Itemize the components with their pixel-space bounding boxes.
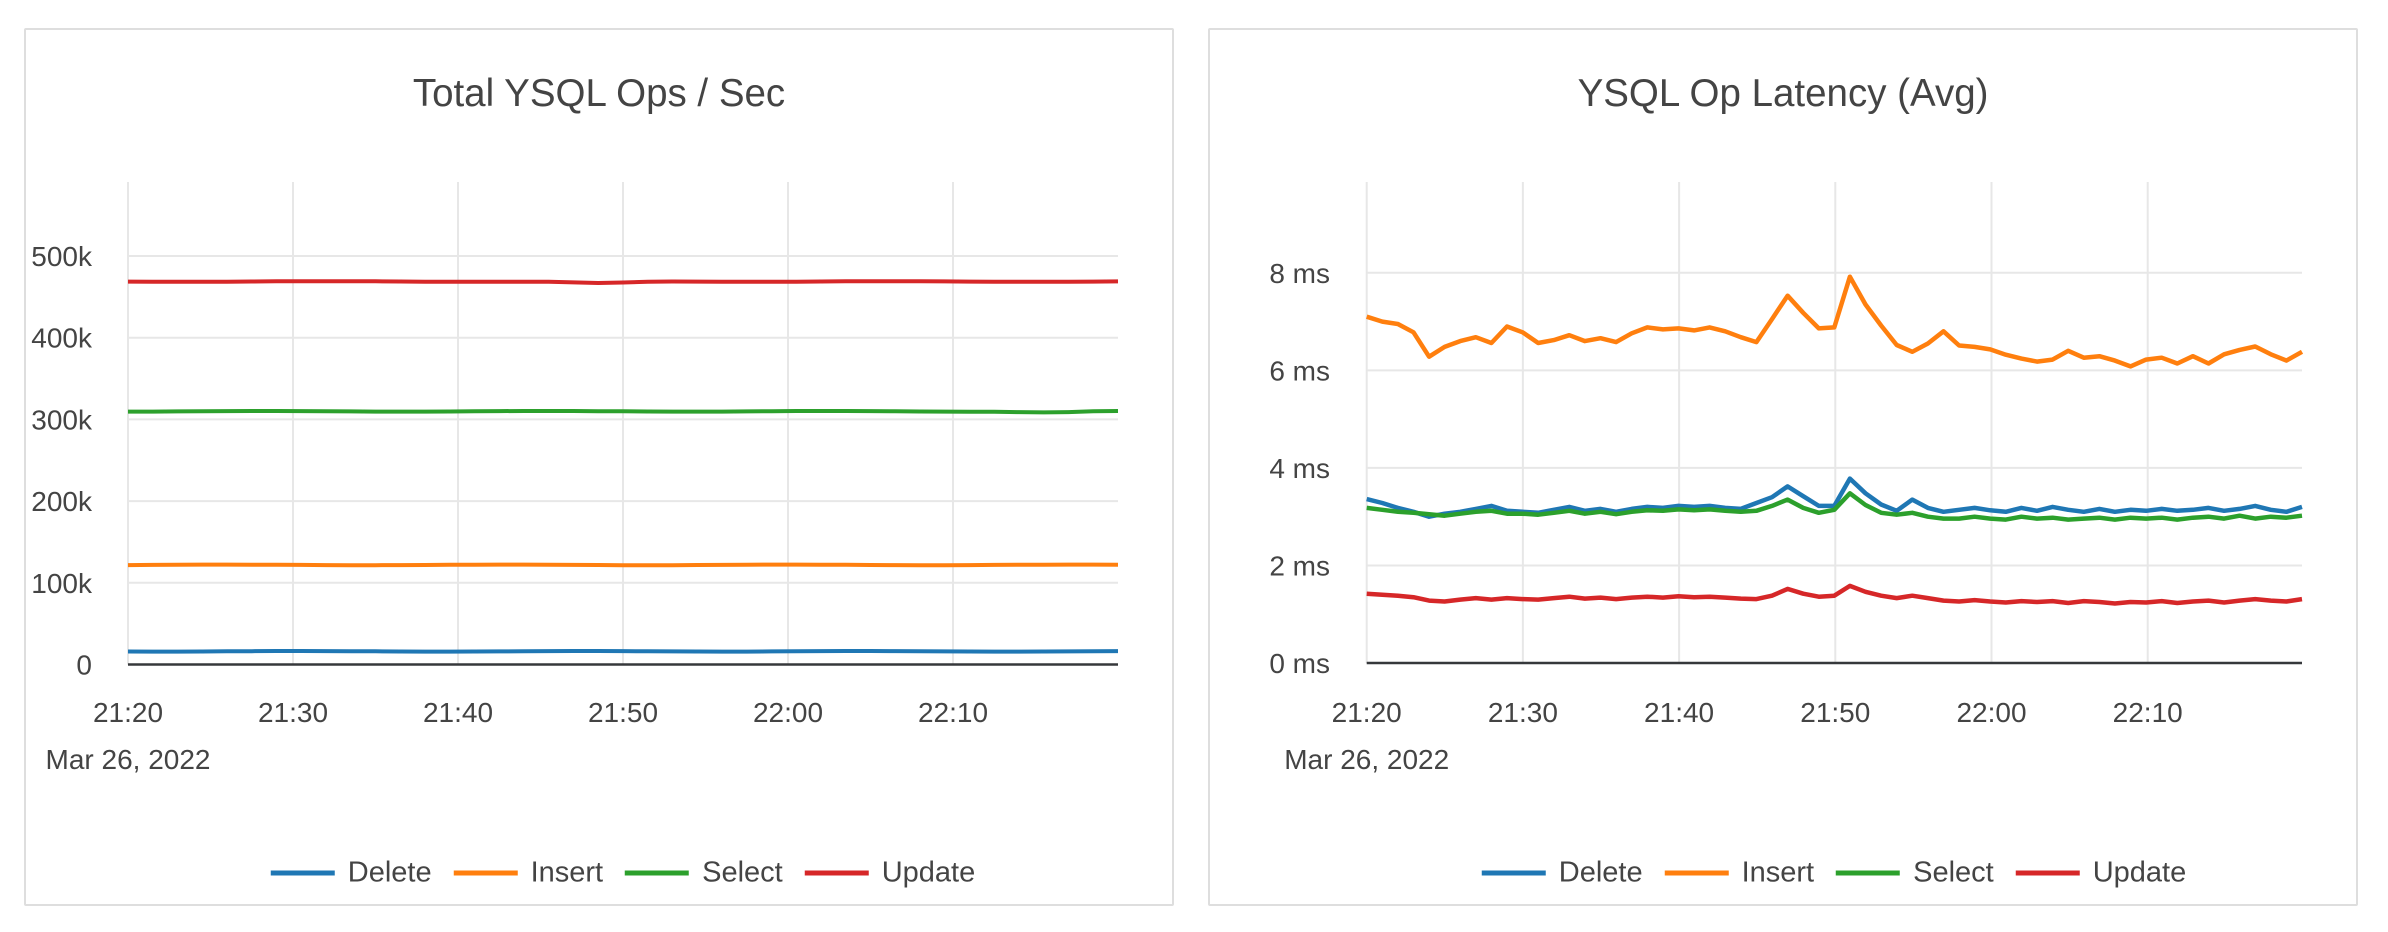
- svg-text:500k: 500k: [31, 241, 93, 272]
- svg-text:Mar 26, 2022: Mar 26, 2022: [1284, 744, 1449, 775]
- svg-text:2 ms: 2 ms: [1269, 551, 1330, 582]
- svg-text:21:20: 21:20: [93, 697, 163, 728]
- svg-text:22:00: 22:00: [1956, 697, 2026, 728]
- svg-text:21:30: 21:30: [258, 697, 328, 728]
- svg-text:21:40: 21:40: [1644, 697, 1714, 728]
- svg-text:21:30: 21:30: [1488, 697, 1558, 728]
- svg-text:21:40: 21:40: [423, 697, 493, 728]
- svg-text:Total YSQL Ops / Sec: Total YSQL Ops / Sec: [413, 72, 785, 115]
- svg-text:0 ms: 0 ms: [1269, 648, 1330, 679]
- svg-text:21:50: 21:50: [1800, 697, 1870, 728]
- svg-text:4 ms: 4 ms: [1269, 453, 1330, 484]
- svg-text:22:00: 22:00: [753, 697, 823, 728]
- svg-text:8 ms: 8 ms: [1269, 258, 1330, 289]
- svg-text:22:10: 22:10: [918, 697, 988, 728]
- svg-text:21:20: 21:20: [1332, 697, 1402, 728]
- svg-text:0: 0: [76, 650, 92, 681]
- svg-text:200k: 200k: [31, 486, 93, 517]
- svg-text:300k: 300k: [31, 404, 93, 435]
- svg-text:400k: 400k: [31, 323, 93, 354]
- svg-text:6 ms: 6 ms: [1269, 355, 1330, 386]
- svg-text:Mar 26, 2022: Mar 26, 2022: [46, 744, 211, 775]
- svg-text:22:10: 22:10: [2113, 697, 2183, 728]
- svg-text:YSQL Op Latency (Avg): YSQL Op Latency (Avg): [1578, 72, 1989, 115]
- svg-text:100k: 100k: [31, 568, 93, 599]
- svg-text:21:50: 21:50: [588, 697, 658, 728]
